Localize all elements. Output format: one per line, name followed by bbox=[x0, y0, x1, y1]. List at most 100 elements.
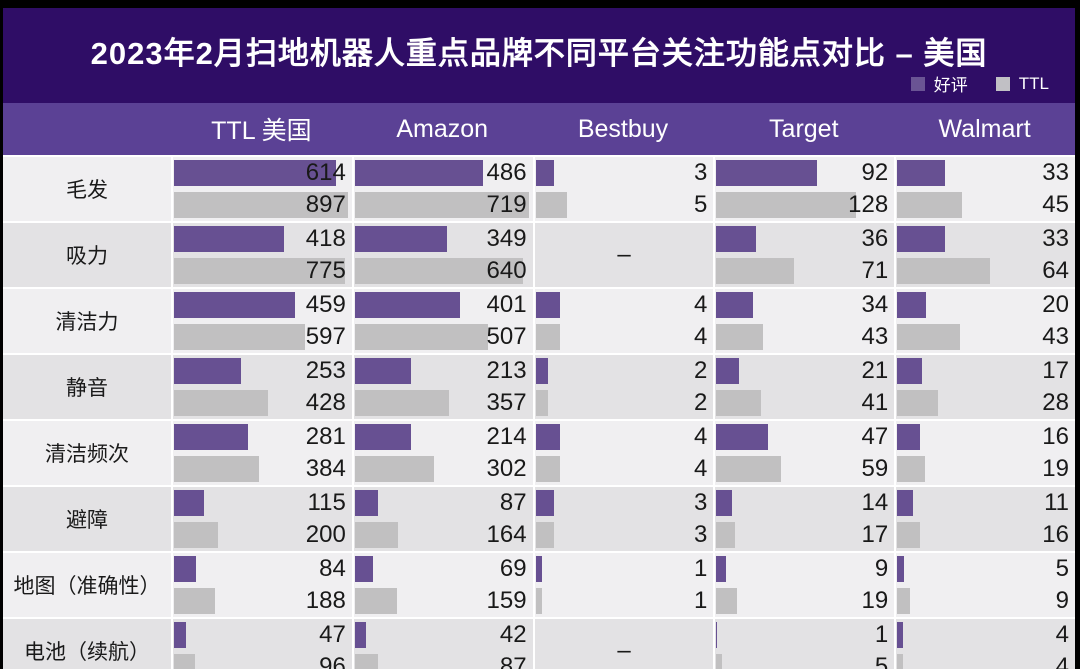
ttl-bar bbox=[354, 192, 529, 218]
ttl-bar bbox=[354, 258, 524, 284]
feature-row: 吸力 418 775 349 640–36 71 33 64 bbox=[3, 223, 1075, 287]
feature-label: 电池（续航） bbox=[3, 619, 171, 669]
bar-value: 5 bbox=[1055, 555, 1069, 582]
bar-cell: 11 16 bbox=[896, 487, 1075, 551]
positive-bar-line: 84 bbox=[173, 556, 352, 582]
bar-cell: 20 43 bbox=[896, 289, 1075, 353]
total-bar-line: 128 bbox=[715, 192, 894, 218]
bar-value: 486 bbox=[486, 159, 527, 186]
positive-bar bbox=[897, 556, 905, 582]
bar-value: 281 bbox=[305, 423, 346, 450]
ttl-bar bbox=[535, 390, 548, 416]
positive-bar bbox=[716, 424, 768, 450]
positive-bar bbox=[897, 358, 922, 384]
total-bar-line: 59 bbox=[715, 456, 894, 482]
total-bar-line: 43 bbox=[896, 324, 1075, 350]
bar-value: 640 bbox=[486, 257, 527, 284]
feature-row: 毛发 614 897 486 719 3 5 92 128 33 45 bbox=[3, 157, 1075, 221]
positive-bar-line: 5 bbox=[896, 556, 1075, 582]
bar-value: 11 bbox=[1044, 489, 1069, 516]
bar-value: 28 bbox=[1042, 389, 1069, 416]
bar-value: 19 bbox=[861, 587, 889, 614]
ttl-bar bbox=[716, 390, 762, 416]
bar-value: 384 bbox=[305, 455, 346, 482]
bar-value: 33 bbox=[1042, 159, 1069, 186]
bar-value: 213 bbox=[486, 357, 527, 384]
bar-cell: 42 87 bbox=[353, 619, 533, 669]
legend-label-ttl: TTL bbox=[1018, 73, 1049, 93]
total-bar-line: 897 bbox=[173, 192, 352, 218]
total-bar-line: 2 bbox=[535, 390, 714, 416]
feature-label: 毛发 bbox=[3, 157, 171, 221]
bar-value: 5 bbox=[874, 653, 889, 669]
total-bar-line: 5 bbox=[715, 654, 894, 669]
header-col-2: Amazon bbox=[396, 114, 489, 143]
bar-value: 3 bbox=[694, 489, 708, 516]
bar-value: 71 bbox=[861, 257, 889, 284]
total-bar-line: 28 bbox=[896, 390, 1075, 416]
bar-value: 16 bbox=[1042, 521, 1069, 548]
bar-cell: 16 19 bbox=[896, 421, 1075, 485]
total-bar-line: 159 bbox=[354, 588, 533, 614]
total-bar-line: 16 bbox=[896, 522, 1075, 548]
bar-value: 14 bbox=[861, 489, 889, 516]
total-bar-line: 41 bbox=[715, 390, 894, 416]
positive-bar bbox=[354, 160, 483, 186]
bar-value: 128 bbox=[848, 191, 889, 218]
bar-value: 36 bbox=[861, 225, 889, 252]
ttl-bar bbox=[174, 456, 259, 482]
bar-cell: 486 719 bbox=[353, 157, 533, 221]
total-bar-line: 5 bbox=[535, 192, 714, 218]
bar-value: 2 bbox=[694, 357, 708, 384]
total-bar-line: 9 bbox=[896, 588, 1075, 614]
chart-title: 2023年2月扫地机器人重点品牌不同平台关注功能点对比 – 美国 bbox=[90, 36, 988, 71]
bar-value: 21 bbox=[861, 357, 889, 384]
ttl-bar bbox=[897, 654, 903, 669]
total-bar-line: 719 bbox=[354, 192, 533, 218]
positive-bar bbox=[354, 424, 412, 450]
positive-bar bbox=[354, 226, 447, 252]
positive-bar-line: 253 bbox=[173, 358, 352, 384]
feature-row: 清洁力 459 597 401 507 4 4 34 43 20 43 bbox=[3, 289, 1075, 353]
bar-value: 897 bbox=[305, 191, 346, 218]
bar-cell: 349 640 bbox=[353, 223, 533, 287]
bar-cell: 115 200 bbox=[173, 487, 352, 551]
positive-bar bbox=[897, 622, 903, 648]
total-bar-line: 640 bbox=[354, 258, 533, 284]
ttl-bar bbox=[174, 192, 348, 218]
positive-bar bbox=[174, 490, 205, 516]
feature-row: 电池（续航） 47 96 42 87–1 5 4 4 bbox=[3, 619, 1075, 669]
total-bar-line: 17 bbox=[715, 522, 894, 548]
bar-value: 17 bbox=[1042, 357, 1069, 384]
bar-value: 214 bbox=[486, 423, 527, 450]
ttl-bar bbox=[535, 456, 561, 482]
total-bar-line: 775 bbox=[173, 258, 352, 284]
total-bar-line: 188 bbox=[173, 588, 352, 614]
bar-cell: – bbox=[534, 619, 714, 669]
positive-bar-line: 115 bbox=[173, 490, 352, 516]
ttl-bar bbox=[535, 588, 542, 614]
positive-bar-line: 42 bbox=[354, 622, 533, 648]
table-body: 毛发 614 897 486 719 3 5 92 128 33 45 吸力 418 775 349 640–… bbox=[3, 155, 1075, 669]
bar-value: 614 bbox=[305, 159, 346, 186]
ttl-bar bbox=[174, 588, 216, 614]
bar-value: 1 bbox=[694, 587, 708, 614]
positive-bar-line: 36 bbox=[715, 226, 894, 252]
total-bar-line: 302 bbox=[354, 456, 533, 482]
positive-bar-line: 2 bbox=[535, 358, 714, 384]
feature-label: 吸力 bbox=[3, 223, 171, 287]
legend: 好评 TTL bbox=[910, 71, 1049, 96]
missing-value-dash: – bbox=[617, 637, 631, 664]
total-bar-line: 4 bbox=[896, 654, 1075, 669]
ttl-bar bbox=[354, 390, 449, 416]
bar-value: 69 bbox=[499, 555, 527, 582]
ttl-bar bbox=[174, 258, 345, 284]
bar-value: 719 bbox=[486, 191, 527, 218]
positive-bar-line: 9 bbox=[715, 556, 894, 582]
bar-cell: 87 164 bbox=[353, 487, 533, 551]
positive-bar bbox=[535, 490, 555, 516]
